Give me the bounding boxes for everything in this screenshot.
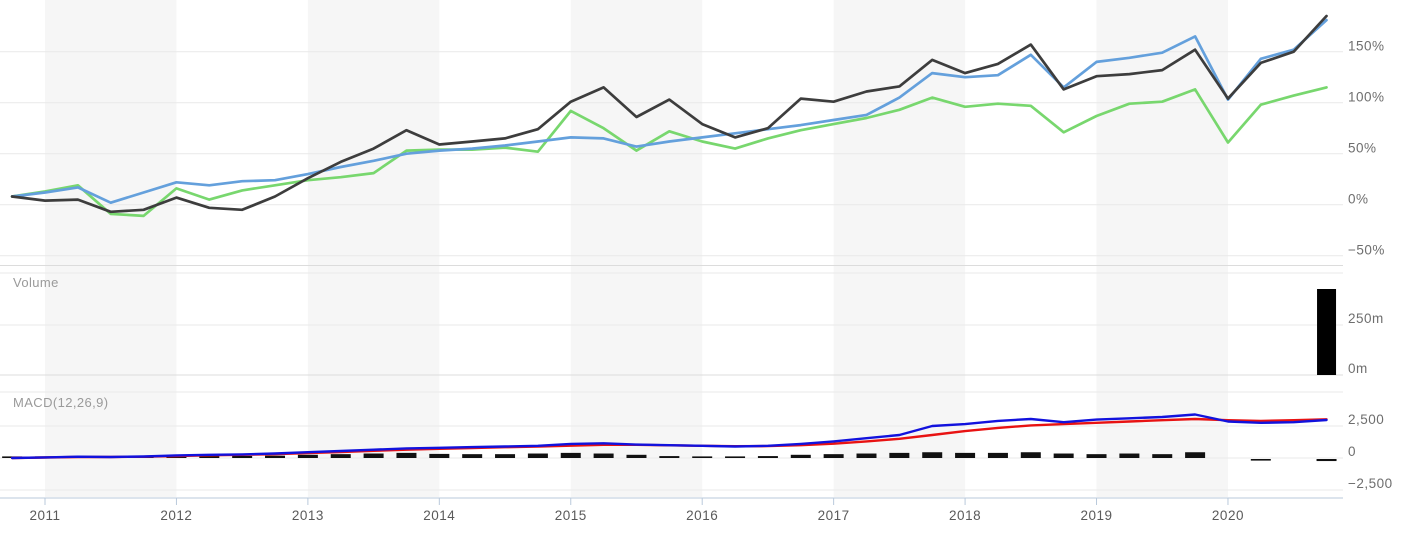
price-y-axis-label: 50% xyxy=(1348,141,1377,156)
macd-histogram-bar xyxy=(265,455,286,458)
x-axis-year-label: 2014 xyxy=(423,508,455,523)
background-year-band xyxy=(307,0,440,497)
macd-histogram-bar xyxy=(626,454,647,458)
x-axis-year-label: 2015 xyxy=(555,508,587,523)
volume-y-axis-label: 0m xyxy=(1348,361,1368,376)
macd-histogram-bar xyxy=(922,452,943,458)
x-axis-year-label: 2017 xyxy=(818,508,850,523)
macd-histogram-bar xyxy=(1020,452,1041,458)
price-dark-series xyxy=(10,14,1328,214)
volume-bar xyxy=(1317,289,1337,375)
macd-histogram-bar xyxy=(330,454,351,458)
macd-histogram-bar xyxy=(1119,453,1140,458)
x-axis-year-label: 2018 xyxy=(949,508,981,523)
price-green-series xyxy=(10,86,1328,218)
macd-histogram-bar xyxy=(955,452,976,458)
macd-histogram-bar xyxy=(889,452,910,458)
macd-histogram-bar xyxy=(1086,454,1107,458)
macd-y-axis-label: 2,500 xyxy=(1348,412,1384,427)
volume-y-axis-label: 250m xyxy=(1348,311,1384,326)
macd-histogram-bar xyxy=(692,456,713,458)
background-year-band xyxy=(833,0,966,497)
background-year-band xyxy=(1096,0,1228,497)
macd-y-axis-label: −2,500 xyxy=(1348,476,1393,491)
x-axis-year-label: 2012 xyxy=(160,508,192,523)
x-axis-year-label: 2013 xyxy=(292,508,324,523)
macd-histogram-bar xyxy=(725,456,746,458)
macd-histogram-bar xyxy=(429,453,450,458)
x-axis-year-label: 2020 xyxy=(1212,508,1244,523)
macd-histogram-bar xyxy=(495,454,516,458)
macd-histogram-bar xyxy=(823,454,844,458)
macd-histogram-bar xyxy=(1250,459,1271,461)
x-axis-year-label: 2016 xyxy=(686,508,718,523)
macd-panel-label: MACD(12,26,9) xyxy=(13,395,109,410)
background-year-band xyxy=(45,0,177,497)
macd-histogram-bar xyxy=(659,456,680,458)
macd-histogram-bar xyxy=(1152,454,1173,458)
price-y-axis-label: 100% xyxy=(1348,90,1385,105)
macd-line xyxy=(10,413,1328,460)
macd-histogram-bar xyxy=(560,452,581,458)
macd-histogram-bar xyxy=(462,454,483,458)
background-year-band xyxy=(570,0,703,497)
macd-histogram-bar xyxy=(1316,459,1337,462)
macd-histogram-bar xyxy=(396,452,417,458)
macd-histogram-bar xyxy=(856,453,877,458)
macd-histogram-bar xyxy=(757,456,778,458)
macd-histogram-bar xyxy=(232,455,253,458)
volume-panel-label: Volume xyxy=(13,275,59,290)
macd-histogram-bar xyxy=(1053,453,1074,458)
x-axis-year-label: 2011 xyxy=(29,508,60,523)
price-y-axis-label: 0% xyxy=(1348,192,1369,207)
x-axis-year-label: 2019 xyxy=(1080,508,1112,523)
macd-histogram-bar xyxy=(790,454,811,458)
price-y-axis-label: −50% xyxy=(1348,243,1385,258)
macd-histogram-bar xyxy=(199,455,220,458)
macd-histogram-bar xyxy=(593,453,614,458)
macd-histogram-bar xyxy=(987,452,1008,458)
price-y-axis-label: 150% xyxy=(1348,39,1385,54)
macd-histogram-bar xyxy=(1185,452,1206,458)
macd-histogram-bar xyxy=(297,454,318,458)
price-blue-series xyxy=(10,18,1328,205)
macd-y-axis-label: 0 xyxy=(1348,444,1356,459)
macd-histogram-bar xyxy=(527,453,548,458)
macd-histogram-bar xyxy=(363,453,384,458)
